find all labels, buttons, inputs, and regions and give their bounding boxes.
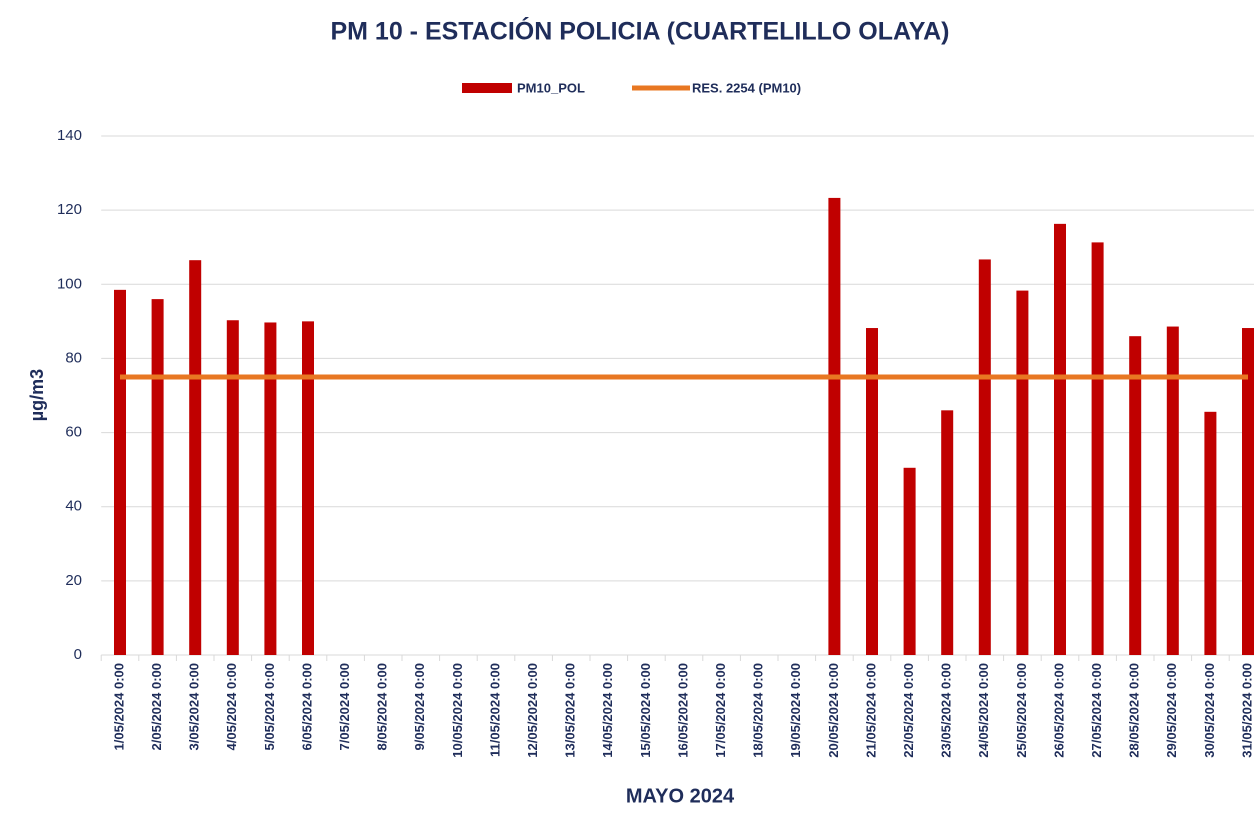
bar <box>189 260 202 655</box>
x-tick-label: 17/05/2024 0:00 <box>713 663 728 758</box>
y-tick-label: 120 <box>57 201 82 218</box>
x-tick-label: 22/05/2024 0:00 <box>901 663 916 758</box>
x-tick-label: 9/05/2024 0:00 <box>412 663 427 750</box>
x-tick-label: 29/05/2024 0:00 <box>1164 663 1179 758</box>
x-tick-label: 26/05/2024 0:00 <box>1051 663 1066 758</box>
x-tick-label: 28/05/2024 0:00 <box>1127 663 1142 758</box>
x-tick-label: 31/05/2024 0:00 <box>1239 663 1254 758</box>
x-tick-label: 18/05/2024 0:00 <box>751 663 766 758</box>
x-tick-label: 19/05/2024 0:00 <box>788 663 803 758</box>
x-tick-label: 14/05/2024 0:00 <box>600 663 615 758</box>
bar <box>1054 223 1066 655</box>
y-tick-label: 100 <box>57 275 82 292</box>
x-tick-label: 24/05/2024 0:00 <box>976 663 991 758</box>
x-tick-label: 27/05/2024 0:00 <box>1089 663 1104 758</box>
legend-label: RES. 2254 (PM10) <box>692 80 801 95</box>
bar <box>903 467 916 655</box>
bar <box>978 259 991 655</box>
bar <box>1166 326 1179 655</box>
x-tick-label: 8/05/2024 0:00 <box>375 663 390 750</box>
y-tick-label: 80 <box>65 349 82 366</box>
x-tick-label: 25/05/2024 0:00 <box>1014 663 1029 758</box>
x-tick-label: 11/05/2024 0:00 <box>487 663 502 757</box>
bar <box>151 299 164 655</box>
bar <box>1242 328 1254 655</box>
bar <box>226 320 239 655</box>
x-tick-label: 15/05/2024 0:00 <box>638 663 653 758</box>
bar <box>1091 242 1104 655</box>
x-tick-label: 7/05/2024 0:00 <box>337 663 352 750</box>
bar <box>114 289 126 655</box>
legend-label: PM10_POL <box>517 80 585 95</box>
x-tick-label: 13/05/2024 0:00 <box>563 663 578 758</box>
x-tick-label: 2/05/2024 0:00 <box>149 663 164 750</box>
x-tick-label: 10/05/2024 0:00 <box>450 663 465 758</box>
x-tick-label: 16/05/2024 0:00 <box>675 663 690 758</box>
x-tick-label: 12/05/2024 0:00 <box>525 663 540 758</box>
x-tick-label: 5/05/2024 0:00 <box>262 663 277 750</box>
bar <box>941 410 954 655</box>
bar <box>1129 336 1142 655</box>
legend-swatch <box>462 83 512 93</box>
y-tick-label: 40 <box>65 498 82 515</box>
bar <box>1204 411 1217 655</box>
x-axis-title: MAYO 2024 <box>626 785 735 807</box>
bar <box>866 328 878 655</box>
x-tick-label: 23/05/2024 0:00 <box>939 663 954 758</box>
y-tick-label: 60 <box>65 424 82 441</box>
x-tick-label: 3/05/2024 0:00 <box>187 663 202 750</box>
y-tick-label: 0 <box>74 646 82 663</box>
y-axis-title: µg/m3 <box>27 369 47 421</box>
y-tick-label: 20 <box>65 572 82 589</box>
chart-title: PM 10 - ESTACIÓN POLICIA (CUARTELILLO OL… <box>330 16 949 46</box>
bar <box>1016 290 1029 655</box>
x-tick-label: 30/05/2024 0:00 <box>1202 663 1217 758</box>
bar <box>302 321 314 655</box>
x-tick-label: 21/05/2024 0:00 <box>863 663 878 758</box>
bar <box>828 197 841 655</box>
x-tick-label: 4/05/2024 0:00 <box>224 663 239 750</box>
bar <box>264 322 277 655</box>
x-tick-label: 1/05/2024 0:00 <box>111 663 126 750</box>
x-tick-label: 6/05/2024 0:00 <box>299 663 314 750</box>
y-tick-label: 140 <box>57 127 82 144</box>
x-tick-label: 20/05/2024 0:00 <box>826 663 841 758</box>
